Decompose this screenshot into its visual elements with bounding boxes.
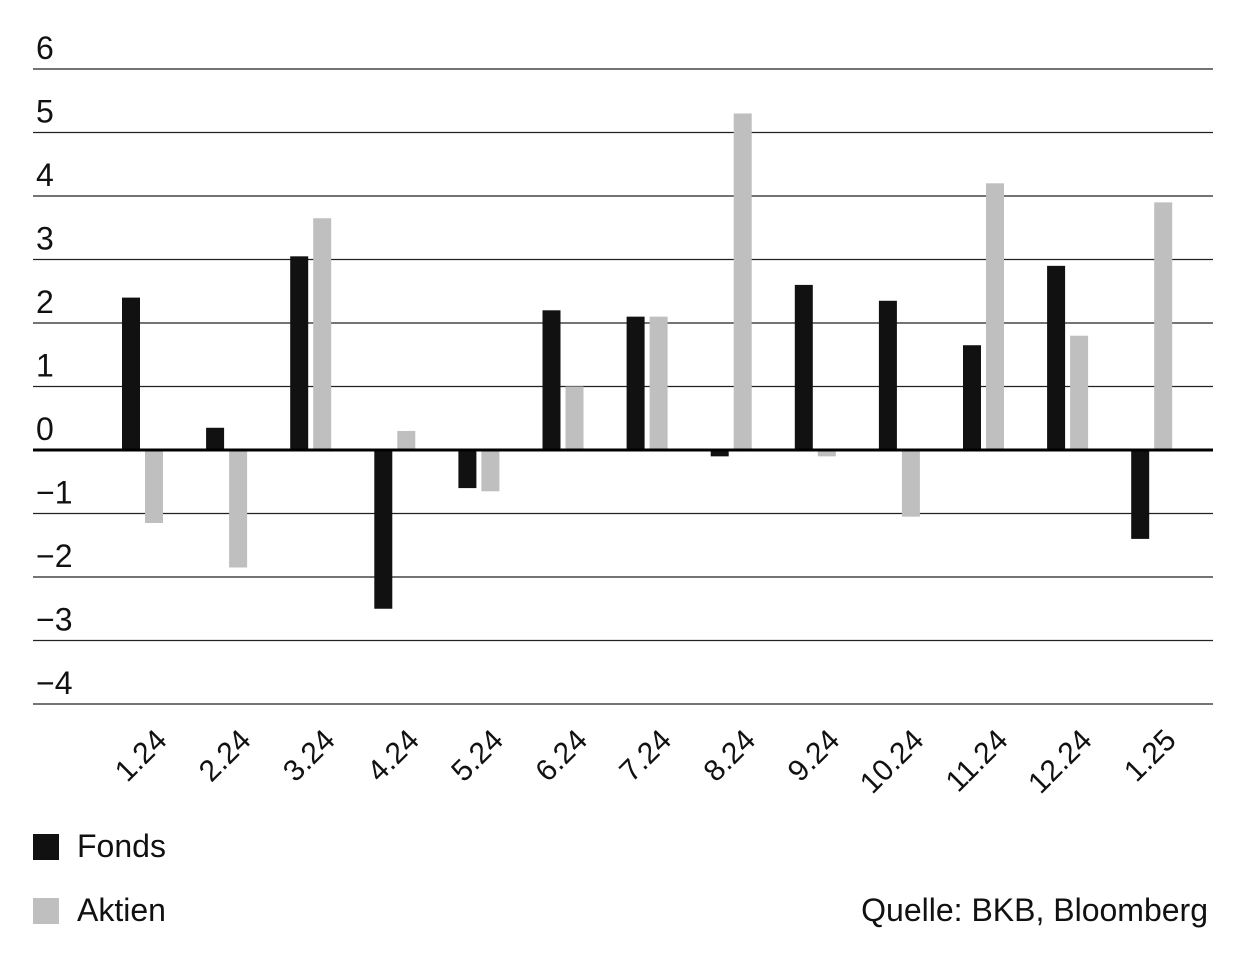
bar-aktien: [733, 113, 752, 450]
bar-aktien: [1154, 202, 1173, 450]
bar-aktien: [481, 450, 500, 492]
bar-fonds: [794, 284, 813, 450]
y-tick-label: −4: [36, 665, 72, 701]
x-tick-label: 8.24: [698, 724, 763, 789]
bar-aktien: [1070, 335, 1089, 450]
x-tick-label: 5.24: [445, 724, 510, 789]
x-tick-label: 4.24: [361, 724, 426, 789]
bar-fonds: [1131, 450, 1150, 539]
bar-chart: 6 5 4 3 2 1 0 −1 −2 −3 −4 1.24 2.24 3.24 4.24 5.24 6.24…: [33, 30, 1213, 800]
x-tick-label: 12.24: [1022, 724, 1098, 800]
y-tick-label: 0: [36, 411, 54, 447]
y-tick-label: 4: [36, 157, 54, 193]
bar-fonds: [1047, 265, 1066, 450]
legend-item-aktien: Aktien: [33, 892, 166, 929]
bar-fonds: [878, 300, 897, 450]
y-tick-label: 3: [36, 221, 54, 257]
bar-aktien: [145, 450, 163, 524]
x-tick-label: 7.24: [613, 724, 678, 789]
y-tick-label: −1: [36, 475, 72, 511]
bar-fonds: [963, 345, 981, 450]
legend-item-fonds: Fonds: [33, 828, 166, 865]
legend-swatch-aktien: [33, 897, 59, 924]
bar-fonds: [290, 256, 309, 450]
bar-aktien: [649, 316, 668, 450]
bar-aktien: [229, 450, 248, 568]
x-tick-label: 10.24: [854, 724, 930, 800]
y-axis-ticks: 6 5 4 3 2 1 0 −1 −2 −3 −4: [36, 30, 72, 701]
bar-fonds: [626, 316, 645, 450]
y-tick-label: 2: [36, 284, 54, 320]
legend-label-fonds: Fonds: [77, 828, 166, 864]
y-tick-label: 1: [36, 348, 54, 384]
legend-label-aktien: Aktien: [77, 892, 166, 928]
x-tick-label: 9.24: [782, 724, 847, 789]
bar-fonds: [710, 450, 729, 457]
legend-swatch-fonds: [33, 833, 59, 860]
bar-fonds: [542, 310, 561, 450]
x-tick-label: 2.24: [193, 724, 258, 789]
bar-aktien: [313, 218, 332, 450]
gridlines: [33, 68, 1213, 705]
bar-aktien: [901, 450, 920, 517]
bar-aktien: [817, 450, 836, 457]
bar-fonds: [122, 297, 140, 450]
bar-fonds: [206, 427, 225, 450]
source-note: Quelle: BKB, Bloomberg: [861, 892, 1208, 928]
y-tick-label: 6: [36, 30, 54, 66]
bar-aktien: [397, 430, 416, 450]
bar-fonds: [458, 450, 477, 489]
bars: [122, 113, 1173, 609]
y-tick-label: −2: [36, 538, 72, 574]
x-tick-label: 11.24: [940, 724, 1015, 799]
x-axis-ticks: 1.24 2.24 3.24 4.24 5.24 6.24 7.24 8.24 9.24 10.2…: [109, 724, 1183, 800]
bar-fonds: [374, 450, 393, 609]
x-tick-label: 3.24: [277, 724, 342, 789]
x-tick-label: 6.24: [529, 724, 594, 789]
x-tick-label: 1.24: [109, 724, 174, 789]
bar-aktien: [565, 386, 584, 450]
bar-aktien: [986, 183, 1004, 451]
y-tick-label: −3: [36, 602, 72, 638]
x-tick-label: 1.25: [1118, 724, 1183, 789]
y-tick-label: 5: [36, 94, 54, 130]
